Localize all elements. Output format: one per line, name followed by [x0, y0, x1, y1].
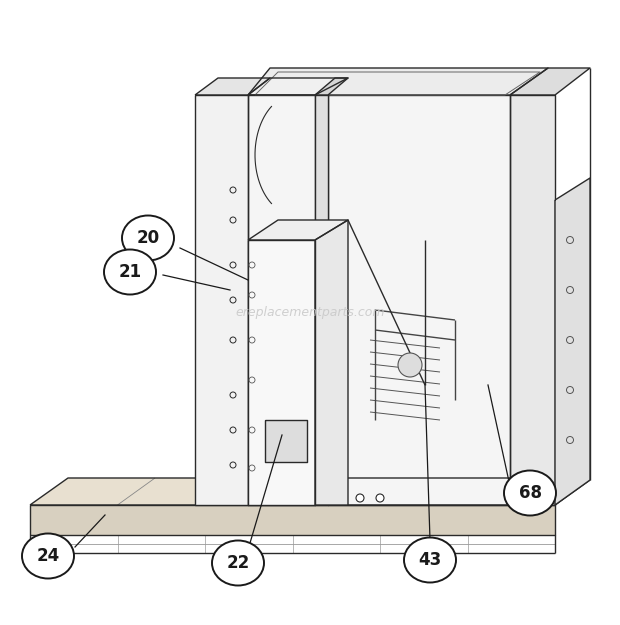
Text: ereplacementparts.com: ereplacementparts.com [235, 306, 385, 319]
Ellipse shape [104, 249, 156, 294]
Circle shape [376, 494, 384, 502]
Circle shape [398, 353, 422, 377]
Polygon shape [30, 505, 555, 535]
Circle shape [356, 494, 364, 502]
Polygon shape [248, 220, 348, 240]
Polygon shape [248, 240, 315, 505]
Text: 20: 20 [136, 229, 159, 247]
Polygon shape [555, 178, 590, 505]
Polygon shape [248, 95, 315, 505]
Text: 43: 43 [418, 551, 441, 569]
Text: 22: 22 [226, 554, 250, 572]
Polygon shape [510, 95, 555, 505]
Text: 24: 24 [37, 547, 60, 565]
Ellipse shape [404, 538, 456, 582]
Polygon shape [328, 95, 510, 505]
Polygon shape [30, 478, 590, 505]
Ellipse shape [22, 534, 74, 579]
Polygon shape [315, 220, 348, 505]
Polygon shape [315, 95, 328, 505]
Ellipse shape [212, 541, 264, 586]
Ellipse shape [122, 216, 174, 261]
Polygon shape [195, 78, 270, 95]
Text: 68: 68 [518, 484, 541, 502]
Ellipse shape [504, 471, 556, 516]
Polygon shape [195, 95, 248, 505]
Polygon shape [315, 78, 348, 95]
Text: 21: 21 [118, 263, 141, 281]
Polygon shape [510, 68, 590, 95]
Polygon shape [248, 68, 548, 95]
Polygon shape [248, 78, 348, 95]
Polygon shape [265, 420, 307, 462]
